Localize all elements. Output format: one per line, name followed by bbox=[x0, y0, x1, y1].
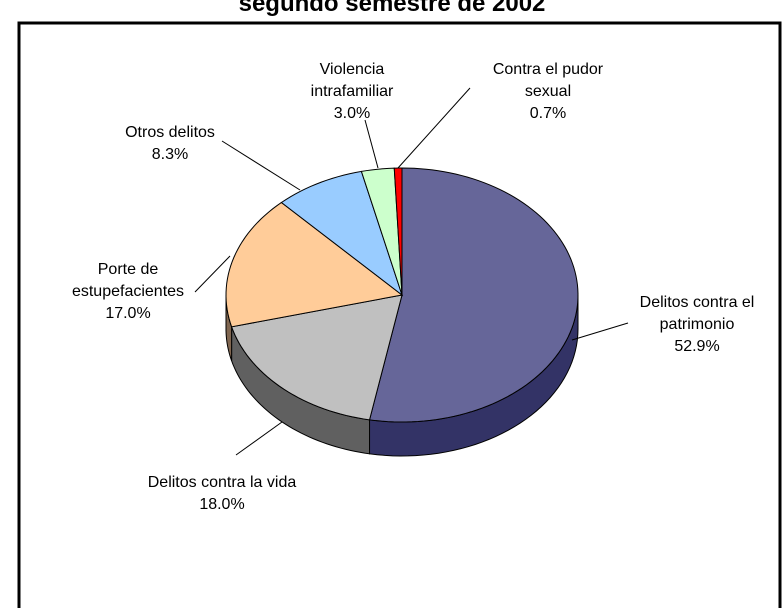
value-label: 8.3% bbox=[151, 146, 189, 163]
value-label: 52.9% bbox=[674, 338, 720, 355]
leader-line bbox=[571, 322, 629, 341]
chart-title: segundo semestre de 2002 bbox=[238, 0, 546, 17]
value-label: 3.0% bbox=[333, 105, 371, 122]
data-label: Delitos contra el patrimonio 52.9% bbox=[622, 292, 772, 358]
pie-slice bbox=[360, 167, 403, 296]
category-label: Contra el pudor sexual bbox=[492, 61, 604, 100]
category-label: Otros delitos bbox=[125, 124, 215, 141]
data-label: Otros delitos 8.3% bbox=[105, 122, 235, 166]
data-label: Delitos contra la vida 18.0% bbox=[147, 472, 297, 516]
category-label: Porte de estupefacientes bbox=[71, 261, 185, 300]
leader-line bbox=[221, 140, 301, 191]
leader-line bbox=[235, 421, 283, 456]
value-label: 18.0% bbox=[199, 496, 245, 513]
pie-slice bbox=[368, 167, 579, 423]
pie-slice bbox=[225, 201, 404, 328]
value-label: 17.0% bbox=[105, 305, 151, 322]
leader-line bbox=[194, 255, 231, 293]
leader-line bbox=[364, 119, 379, 169]
category-label: Delitos contra la vida bbox=[147, 474, 297, 491]
data-label: Contra el pudor sexual 0.7% bbox=[483, 59, 613, 125]
pie-slice bbox=[230, 294, 403, 421]
data-label: Violencia intrafamiliar 3.0% bbox=[302, 59, 402, 125]
leader-line bbox=[397, 87, 471, 169]
category-label: Violencia intrafamiliar bbox=[310, 61, 394, 100]
value-label: 0.7% bbox=[529, 105, 567, 122]
category-label: Delitos contra el patrimonio bbox=[639, 294, 755, 333]
data-label: Porte de estupefacientes 17.0% bbox=[63, 259, 193, 325]
pie-slice bbox=[280, 170, 403, 297]
